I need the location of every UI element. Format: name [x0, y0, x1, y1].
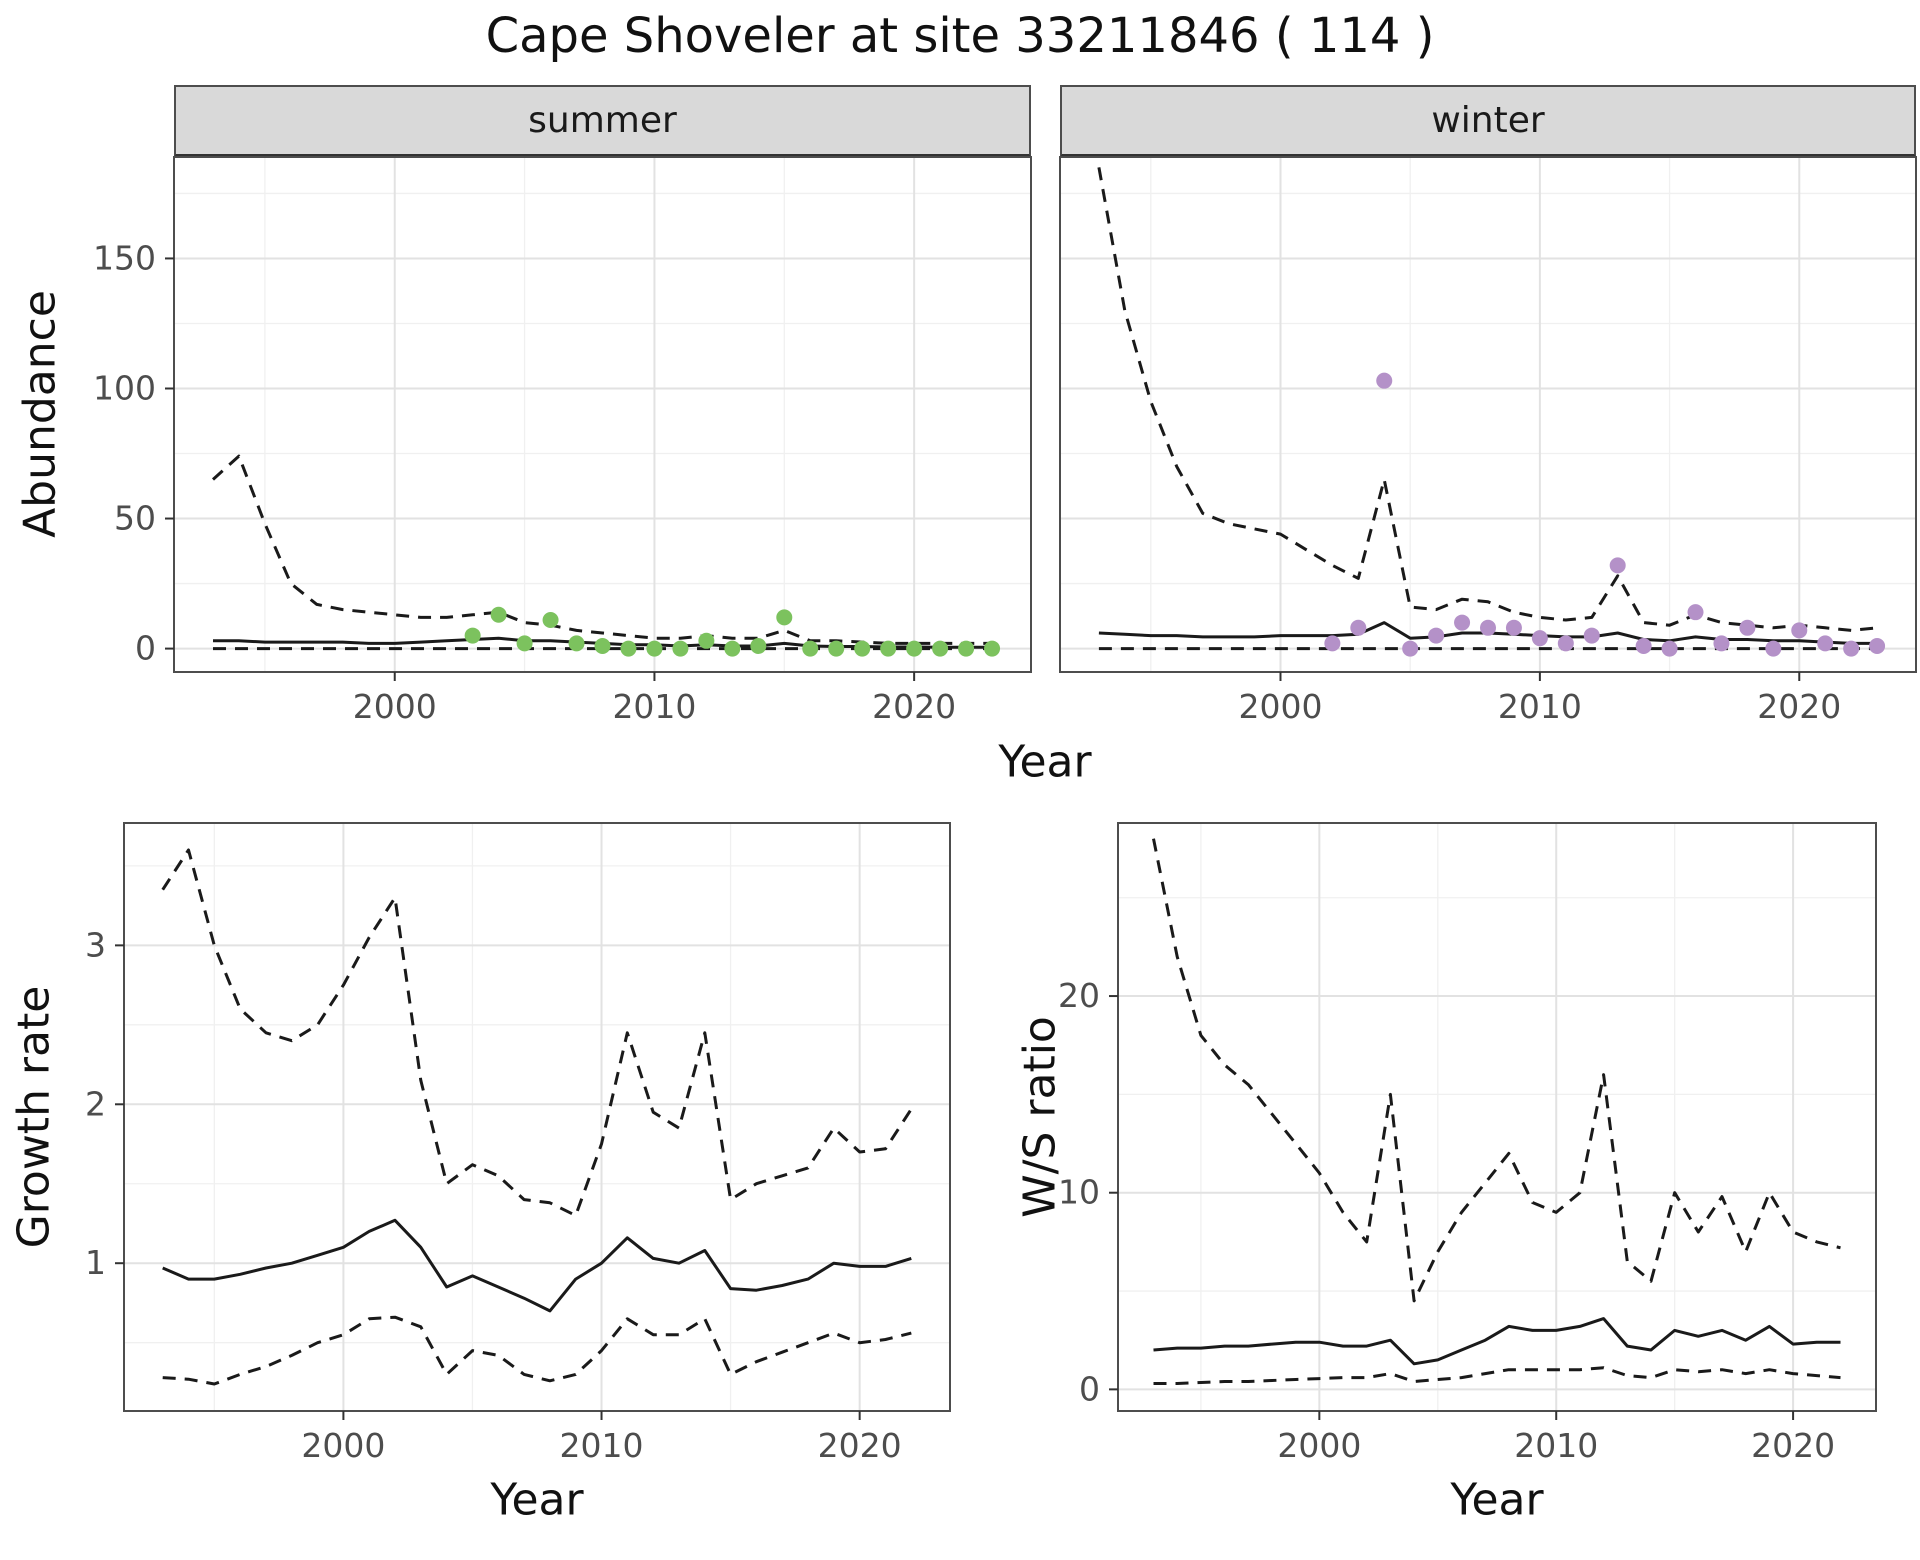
- facet-strip-summer: summer: [174, 85, 1031, 157]
- facet-strip-summer-label: summer: [528, 100, 677, 141]
- data-point-observed-count: [1350, 619, 1367, 636]
- series-estimate: [162, 1218, 912, 1313]
- chart-panel-abundance-summer: 2000 2010 2020 0 50 100 150: [93, 156, 1032, 726]
- series-upper-ci: [1097, 167, 1878, 632]
- data-point-observed-count: [854, 640, 871, 657]
- panel-background: [174, 157, 1031, 672]
- series-estimate: [1153, 1317, 1841, 1366]
- data-point-observed-count: [1376, 372, 1393, 389]
- facet-strip-winter-label: winter: [1431, 100, 1545, 141]
- x-tick-label: 2010: [560, 1426, 644, 1465]
- chart-panel-abundance-winter: 2000 2010 2020: [1059, 156, 1917, 726]
- y-tick-label: 150: [93, 238, 156, 277]
- y-axis-label-growth-rate: Growth rate: [8, 985, 60, 1249]
- panel-background: [1060, 157, 1916, 672]
- x-tick-label: 2000: [353, 687, 437, 726]
- data-point-observed-count: [1480, 619, 1496, 636]
- series-lower-ci: [162, 1315, 912, 1386]
- x-tick-label: 2010: [612, 687, 696, 726]
- data-point-observed-count: [828, 640, 845, 657]
- series-lower-ci: [1153, 1366, 1841, 1385]
- data-point-observed-count: [490, 606, 507, 623]
- data-point-observed-count: [1869, 637, 1886, 654]
- y-tick-label: 1: [85, 1243, 106, 1282]
- y-tick-label: 100: [93, 368, 156, 407]
- data-point-observed-count: [1454, 614, 1471, 631]
- chart-panel-growth-rate: 2000 2010 2020 1 2 3: [85, 822, 951, 1465]
- x-axis-label-top-year: Year: [998, 736, 1092, 788]
- y-tick-label: 0: [1079, 1369, 1100, 1408]
- data-point-observed-count: [1557, 635, 1574, 652]
- data-point-observed-count: [1324, 635, 1341, 652]
- data-point-observed-count: [802, 640, 819, 657]
- x-axis-label-growth-year: Year: [490, 1474, 584, 1526]
- y-tick-label: 0: [135, 629, 156, 668]
- panel-background: [1118, 823, 1876, 1411]
- x-tick-label: 2020: [872, 687, 956, 726]
- data-point-observed-count: [516, 635, 533, 652]
- data-point-observed-count: [1765, 640, 1782, 657]
- panel-border: [123, 822, 951, 1412]
- data-point-observed-count: [880, 640, 897, 657]
- panel-border: [1117, 822, 1877, 1412]
- x-tick-label: 2020: [818, 1426, 902, 1465]
- series-upper-ci: [161, 848, 913, 1217]
- x-tick-label: 2000: [301, 1426, 385, 1465]
- data-point-observed-count: [568, 635, 585, 652]
- data-point-observed-count: [984, 640, 1001, 657]
- data-point-observed-count: [1505, 619, 1522, 636]
- x-tick-label: 2000: [1238, 687, 1322, 726]
- data-point-observed-count: [1739, 619, 1756, 636]
- data-point-observed-count: [464, 627, 481, 644]
- data-point-observed-count: [1791, 622, 1808, 639]
- y-tick-label: 10: [1058, 1173, 1100, 1212]
- chart-panel-ws-ratio: 2000 2010 2020 0 10 20: [1058, 822, 1877, 1465]
- x-tick-label: 2000: [1277, 1426, 1361, 1465]
- data-point-observed-count: [1817, 635, 1834, 652]
- panel-border: [1059, 156, 1917, 673]
- data-point-observed-count: [750, 637, 767, 654]
- data-point-observed-count: [724, 640, 741, 657]
- data-point-observed-count: [1843, 640, 1860, 657]
- data-point-observed-count: [932, 640, 949, 657]
- data-point-observed-count: [1635, 637, 1652, 654]
- data-point-observed-count: [776, 609, 793, 626]
- y-tick-label: 50: [114, 499, 156, 538]
- data-point-observed-count: [1531, 630, 1548, 647]
- data-point-observed-count: [542, 611, 559, 628]
- y-tick-label: 2: [85, 1084, 106, 1123]
- data-point-observed-count: [1661, 640, 1678, 657]
- panel-border: [173, 156, 1032, 673]
- data-point-observed-count: [1402, 640, 1419, 657]
- x-tick-label: 2020: [1757, 687, 1841, 726]
- x-tick-label: 2010: [1498, 687, 1582, 726]
- data-point-observed-count: [620, 640, 637, 657]
- data-point-observed-count: [906, 640, 923, 657]
- y-tick-label: 3: [85, 925, 106, 964]
- panel-background: [124, 823, 950, 1411]
- data-point-observed-count: [672, 640, 689, 657]
- data-point-observed-count: [646, 640, 663, 657]
- y-tick-label: 20: [1058, 976, 1100, 1015]
- data-point-observed-count: [1428, 627, 1445, 644]
- data-point-observed-count: [698, 632, 715, 649]
- x-tick-label: 2020: [1751, 1426, 1835, 1465]
- data-point-observed-count: [1687, 604, 1704, 621]
- data-point-observed-count: [1609, 557, 1626, 574]
- data-point-observed-count: [594, 637, 611, 654]
- x-tick-label: 2010: [1514, 1426, 1598, 1465]
- x-axis-label-ws-year: Year: [1450, 1474, 1544, 1526]
- data-point-observed-count: [958, 640, 975, 657]
- data-point-observed-count: [1713, 635, 1730, 652]
- data-point-observed-count: [1583, 627, 1600, 644]
- facet-strip-winter: winter: [1060, 85, 1916, 157]
- plot-title: Cape Shoveler at site 33211846 ( 114 ): [485, 8, 1435, 64]
- y-axis-label-abundance: Abundance: [14, 290, 66, 538]
